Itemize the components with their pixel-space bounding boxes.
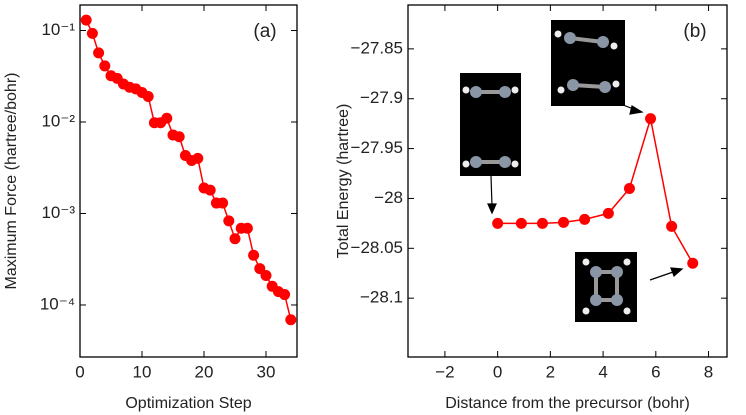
inset-transition: [551, 20, 625, 106]
data-point: [223, 215, 235, 227]
data-point: [86, 27, 98, 39]
data-point: [515, 217, 527, 229]
data-point: [579, 213, 591, 225]
y-tick-label: −28: [374, 188, 403, 207]
x-tick-label: 20: [195, 362, 214, 381]
data-point: [142, 90, 154, 102]
panel-label: (b): [683, 21, 706, 42]
x-tick-label: 30: [257, 362, 276, 381]
data-point: [229, 233, 241, 245]
y-tick-label: −28.05: [351, 238, 403, 257]
y-axis-label: Total Energy (hartree): [335, 104, 352, 259]
inset-precursor: [460, 73, 521, 176]
y-tick-label: 10⁻⁴: [40, 294, 75, 313]
data-point: [623, 182, 635, 194]
x-tick-label: 0: [493, 362, 502, 381]
x-axis-label: Distance from the precursor (bohr): [445, 395, 690, 412]
data-point: [161, 112, 173, 124]
y-tick-label: 10⁻¹: [41, 20, 75, 39]
data-point: [204, 184, 216, 196]
data-point: [666, 220, 678, 232]
data-point: [279, 289, 291, 301]
data-point: [80, 14, 92, 26]
y-tick-label: 10⁻³: [41, 203, 75, 222]
y-tick-label: 10⁻²: [41, 111, 75, 130]
axes-frame: [79, 4, 298, 358]
axes-frame: [407, 4, 728, 358]
data-point: [173, 131, 185, 143]
x-tick-label: −2: [435, 362, 454, 381]
x-tick-label: 0: [75, 362, 84, 381]
data-point: [492, 217, 504, 229]
x-tick-label: 6: [651, 362, 660, 381]
x-tick-label: 8: [704, 362, 713, 381]
y-tick-label: −28.1: [360, 288, 403, 307]
data-point: [192, 152, 204, 164]
data-point: [602, 207, 614, 219]
panel-label: (a): [253, 21, 276, 42]
data-point: [558, 216, 570, 228]
data-point: [285, 314, 297, 326]
data-point: [687, 257, 699, 269]
x-axis-label: Optimization Step: [125, 395, 251, 412]
data-point: [248, 249, 260, 261]
data-point: [645, 113, 657, 125]
x-tick-label: 4: [598, 362, 607, 381]
data-point: [99, 60, 111, 72]
data-point: [241, 222, 253, 234]
y-tick-label: −27.95: [351, 138, 403, 157]
data-point: [260, 269, 272, 281]
inset-molecules: [460, 20, 684, 322]
y-tick-label: −27.9: [360, 88, 403, 107]
inset-product: [575, 252, 637, 322]
data-line: [85, 19, 292, 320]
y-axis-label: Maximum Force (hartree/bohr): [3, 73, 20, 290]
arrows: [487, 99, 684, 281]
x-tick-label: 2: [546, 362, 555, 381]
y-tick-label: −27.85: [351, 38, 403, 57]
data-line: [497, 118, 694, 264]
x-tick-label: 10: [133, 362, 152, 381]
data-point: [217, 197, 229, 209]
data-point: [93, 47, 105, 59]
data-point: [536, 217, 548, 229]
